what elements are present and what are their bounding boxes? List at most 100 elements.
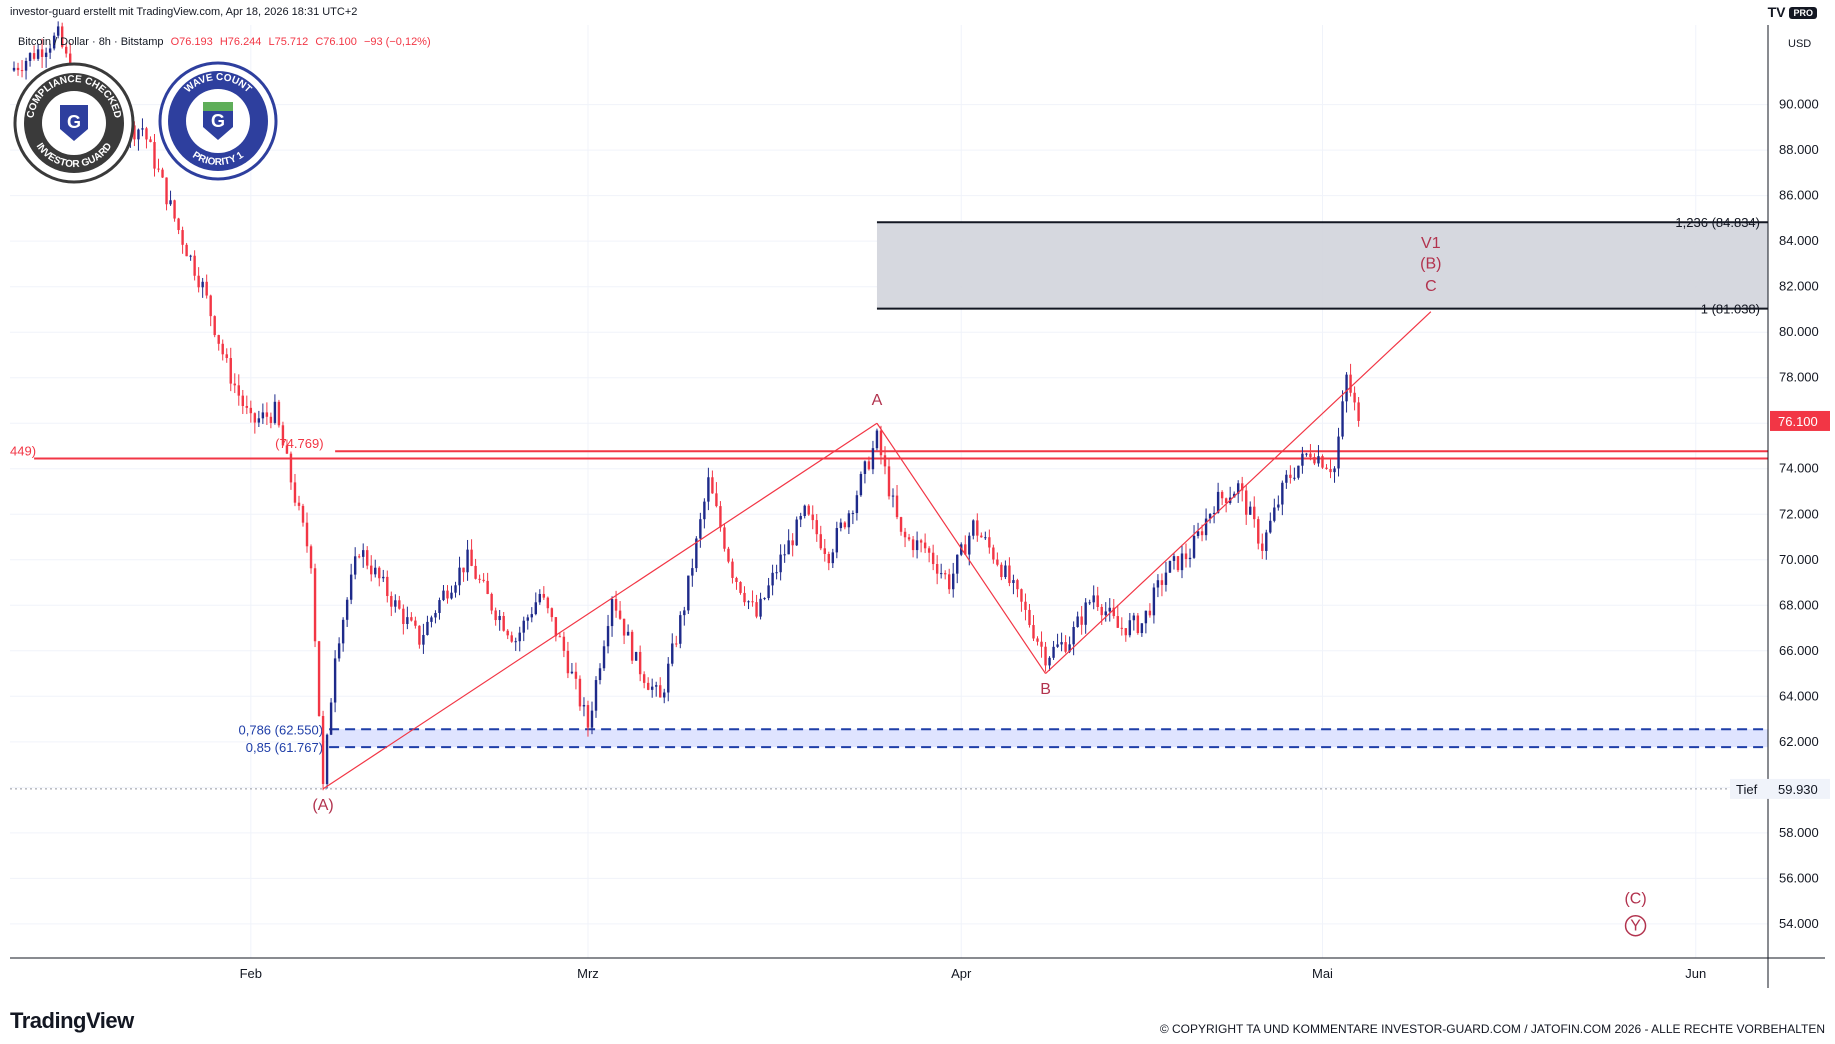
shield-letter-icon: G [67,112,81,132]
candle [687,575,690,611]
candle [526,617,529,621]
candle [538,593,542,603]
candle [1068,644,1071,652]
candle [64,46,68,54]
candle [911,539,915,551]
high-value: H76.244 [219,36,262,48]
candle [40,49,44,57]
candle [795,519,798,546]
candle [1088,602,1091,604]
wave-line [322,422,878,790]
candle [775,572,778,574]
candle [1345,374,1348,402]
y-tick-label: 80.000 [1779,324,1819,339]
candle [855,495,859,514]
y-tick-label: 82.000 [1779,279,1819,294]
x-tick-label: Jun [1685,966,1706,981]
candle [566,650,570,674]
candle [253,413,257,423]
candle [406,617,409,625]
y-tick-label: 88.000 [1779,142,1819,157]
candle [582,705,586,707]
candle [1152,587,1156,616]
candle [1164,572,1168,585]
candle [711,477,714,494]
candle [374,567,377,575]
candle [1120,627,1123,629]
candle [1261,543,1264,551]
candle [506,630,509,636]
candle [1325,467,1328,470]
candle [1144,610,1148,624]
candle [1160,580,1164,585]
candle [281,425,285,446]
candle [960,544,963,555]
candle [763,598,766,600]
candle [245,405,249,408]
candle [462,567,465,573]
candle [843,522,847,528]
wave-lines [322,311,1432,790]
x-tick-label: Apr [951,966,972,981]
candle [293,482,297,503]
candle [209,295,212,317]
wave-count-badge: G WAVE COUNT PRIORITY 1 [158,61,278,181]
candle [976,520,979,536]
candle [161,169,164,178]
candle [988,537,991,548]
candle [1285,474,1288,483]
y-tick-label: 64.000 [1779,688,1819,703]
candle [570,671,574,674]
candle [735,577,738,583]
candle [771,572,774,586]
candle [578,678,582,707]
candle [968,535,971,555]
candle [839,522,843,529]
candle [201,281,204,288]
candle [964,544,967,555]
candle [1168,560,1172,573]
candle [739,582,742,593]
candle [181,230,184,245]
candle [321,716,325,784]
candle [1253,506,1256,520]
copyright-notice: © COPYRIGHT TA UND KOMMENTARE INVESTOR-G… [1159,1022,1825,1036]
candle [630,631,634,661]
candle [1132,615,1136,621]
candle [1024,601,1027,610]
candle [1293,477,1296,479]
wave-labels: (A) A B C (B) V1 (C) Y [312,235,1647,937]
wave-label: V1 [1421,235,1441,252]
candle [799,515,802,520]
candle [875,430,879,449]
candle [723,527,726,549]
candle [1277,504,1280,508]
candle [891,495,895,497]
candle [931,552,935,565]
candle [173,200,176,219]
candle [634,651,638,661]
candle [1008,565,1011,584]
candle [1000,564,1003,578]
candle [414,620,417,626]
fib-zones: 1,236 (84.834) 1 (81.038) 0,786 (62.550) 0,… [239,215,1768,755]
candle [715,493,718,507]
candle [434,612,437,618]
candle [863,461,867,474]
candle [1273,507,1276,521]
candle [1064,642,1067,652]
candle [659,685,662,698]
tradingview-pro-logo: TV PRO [1768,4,1817,20]
chart-creator-caption: investor-guard erstellt mit TradingView.… [10,6,358,18]
candle [1241,483,1244,491]
candle [16,67,20,71]
candle [887,466,891,497]
candle [341,619,345,644]
price-chart[interactable]: 1,236 (84.834) 1 (81.038) 0,786 (62.550) 0,… [0,0,1835,1000]
candle [755,602,758,617]
candle [675,643,678,645]
candle [145,128,148,140]
candle [1108,607,1111,612]
symbol-name: Bitcoin / Dollar · 8h · Bitstamp [18,36,164,48]
candle [679,615,682,644]
